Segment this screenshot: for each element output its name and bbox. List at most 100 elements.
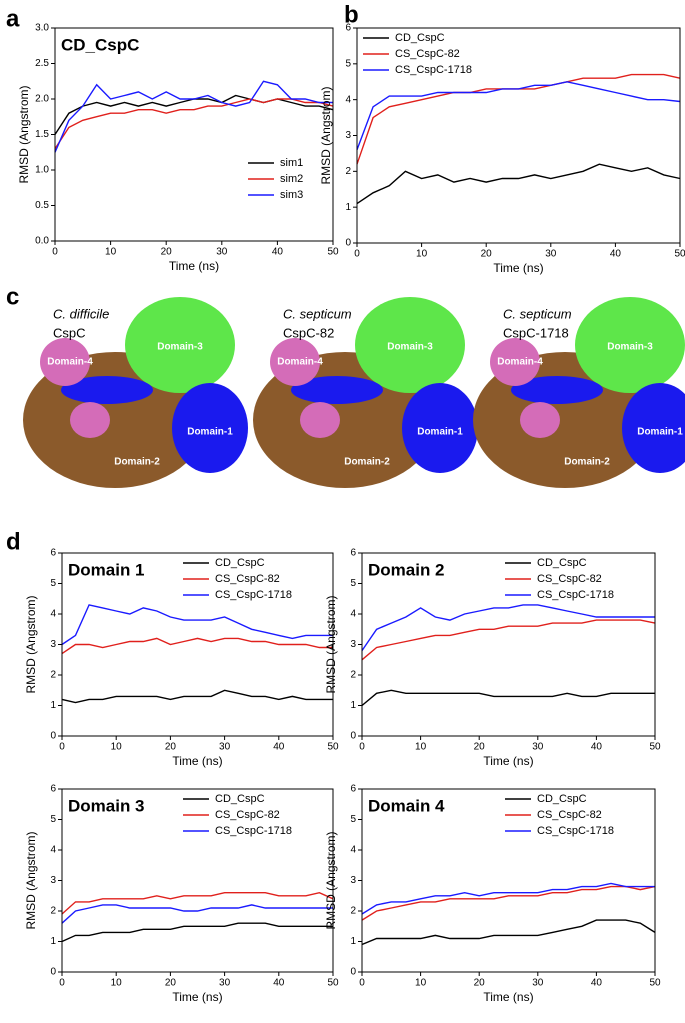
domain-1-surface — [402, 383, 478, 473]
x-tick-label: 10 — [415, 978, 427, 989]
y-tick-label: 6 — [350, 784, 356, 795]
x-axis-label: Time (ns) — [172, 990, 222, 1004]
y-tick-label: 0.0 — [35, 236, 49, 247]
x-tick-label: 40 — [272, 247, 284, 258]
plot-frame — [361, 552, 656, 737]
domain-label: Domain-1 — [637, 427, 683, 438]
legend-label: CS_CspC-1718 — [537, 825, 614, 837]
y-tick-label: 4 — [345, 94, 351, 105]
series-line — [61, 922, 333, 943]
x-tick-label: 40 — [273, 978, 285, 989]
x-tick-label: 0 — [52, 247, 58, 258]
protein: CspC-1718 — [503, 325, 569, 340]
chart-title: Domain 1 — [68, 560, 145, 579]
legend-label: CS_CspC-82 — [215, 809, 280, 821]
domain-4-surface — [40, 338, 90, 386]
domain-label: Domain-3 — [387, 342, 433, 353]
panel-label: d — [6, 528, 21, 555]
domain-4-surface — [520, 402, 560, 438]
x-tick-label: 40 — [591, 978, 603, 989]
structure: C. septicum CspC-1718 Domain-1 Domain-2 Doma… — [473, 297, 685, 488]
legend-label: sim1 — [280, 157, 303, 169]
legend-label: sim2 — [280, 173, 303, 185]
y-tick-label: 2.0 — [35, 94, 49, 105]
legend-label: CS_CspC-82 — [537, 809, 602, 821]
structure: C. difficile CspC Domain-1 Domain-2 Domain-3… — [23, 297, 248, 488]
series-line — [61, 604, 333, 646]
domain-4-surface — [70, 402, 110, 438]
y-tick-label: 4 — [350, 845, 356, 856]
y-tick-label: 6 — [50, 784, 56, 795]
y-tick-label: 4 — [350, 609, 356, 620]
plot-frame — [54, 27, 334, 242]
domain-label: Domain-4 — [47, 357, 93, 368]
x-tick-label: 20 — [161, 247, 173, 258]
domain-label: Domain-3 — [607, 342, 653, 353]
series-line — [356, 81, 681, 151]
x-axis-label: Time (ns) — [169, 259, 219, 273]
y-tick-label: 2 — [50, 670, 56, 681]
series-line — [361, 919, 656, 946]
blue-band — [61, 376, 153, 404]
y-axis-label: RMSD (Angstrom) — [24, 831, 38, 929]
legend-label: CD_CspC — [537, 557, 587, 569]
domain-label: Domain-4 — [277, 357, 323, 368]
y-tick-label: 0 — [350, 731, 356, 742]
legend-label: CS_CspC-1718 — [395, 64, 472, 76]
y-tick-label: 0 — [50, 731, 56, 742]
series-line — [61, 891, 334, 915]
y-tick-label: 1 — [50, 936, 56, 947]
y-axis-label: RMSD (Angstrom) — [24, 595, 38, 693]
y-tick-label: 5 — [350, 814, 356, 825]
domain-4-surface — [300, 402, 340, 438]
y-tick-label: 4 — [50, 609, 56, 620]
blue-band — [511, 376, 603, 404]
x-tick-label: 30 — [545, 249, 557, 260]
legend-label: CS_CspC-82 — [395, 48, 460, 60]
domain-label: Domain-3 — [157, 342, 203, 353]
chart-title: Domain 3 — [68, 796, 145, 815]
x-tick-label: 50 — [327, 247, 339, 258]
x-tick-label: 30 — [532, 978, 544, 989]
y-tick-label: 5 — [350, 578, 356, 589]
domain-3-surface — [575, 297, 685, 393]
y-tick-label: 3.0 — [35, 23, 49, 34]
x-tick-label: 50 — [327, 978, 339, 989]
protein: CspC — [53, 325, 86, 340]
series-line — [361, 619, 656, 661]
domain-label: Domain-1 — [187, 427, 233, 438]
domain-label: Domain-2 — [564, 457, 610, 468]
y-tick-label: 2.5 — [35, 58, 49, 69]
x-tick-label: 20 — [165, 742, 177, 753]
x-tick-label: 30 — [219, 978, 231, 989]
panel-label: a — [6, 5, 20, 32]
domain-1-surface — [622, 383, 685, 473]
y-tick-label: 0 — [345, 238, 351, 249]
plot-frame — [361, 788, 656, 973]
series-line — [54, 94, 334, 135]
x-tick-label: 50 — [649, 742, 661, 753]
x-tick-label: 50 — [327, 742, 339, 753]
x-tick-label: 0 — [59, 978, 65, 989]
legend-label: CD_CspC — [215, 793, 265, 805]
domain-1-surface — [172, 383, 248, 473]
x-tick-label: 50 — [649, 978, 661, 989]
y-tick-label: 0 — [350, 967, 356, 978]
x-tick-label: 20 — [165, 978, 177, 989]
y-tick-label: 4 — [50, 845, 56, 856]
domain-3-surface — [355, 297, 465, 393]
x-tick-label: 20 — [481, 249, 493, 260]
y-tick-label: 5 — [50, 578, 56, 589]
legend-label: CS_CspC-1718 — [215, 825, 292, 837]
protein: CspC-82 — [283, 325, 334, 340]
x-tick-label: 20 — [474, 978, 486, 989]
y-tick-label: 3 — [50, 875, 56, 886]
y-tick-label: 3 — [50, 639, 56, 650]
legend-label: CS_CspC-82 — [537, 573, 602, 585]
y-tick-label: 6 — [350, 548, 356, 559]
y-tick-label: 5 — [345, 58, 351, 69]
domain-label: Domain-2 — [114, 457, 160, 468]
y-tick-label: 1 — [350, 700, 356, 711]
x-tick-label: 0 — [354, 249, 360, 260]
